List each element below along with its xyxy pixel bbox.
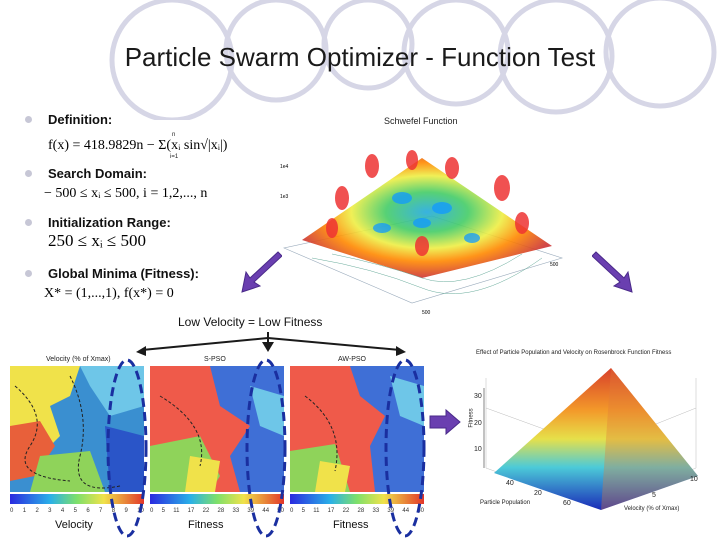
bullet-init-range-label: Initialization Range: bbox=[48, 215, 171, 230]
colorbar-tick-label: 0 bbox=[10, 508, 14, 514]
svg-text:500: 500 bbox=[422, 310, 431, 316]
colorbar-tick-label: 8 bbox=[111, 508, 116, 514]
colorbar-tick-label: 17 bbox=[327, 508, 335, 514]
colorbars bbox=[10, 494, 424, 504]
rosenbrock-x-tick-60: 60 bbox=[563, 500, 571, 507]
colorbar-tick-label: 1 bbox=[22, 508, 27, 514]
colorbar-tick-label: 0 bbox=[150, 508, 154, 514]
awpso-fitness-caption: Fitness bbox=[333, 519, 369, 531]
schwefel-surface-plot: 1e4 1e3 500 500 bbox=[280, 150, 564, 316]
colorbar-tick-label: 11 bbox=[313, 508, 320, 514]
schwefel-title: Schwefel Function bbox=[384, 116, 458, 126]
arrow-left-diagonal bbox=[241, 251, 282, 293]
definition-formula: f(x) = 418.9829n − Σ(xᵢ sin√|xᵢ|) bbox=[48, 138, 228, 153]
colorbar-tick-label: 7 bbox=[99, 508, 103, 514]
rosenbrock-xlabel: Particle Population bbox=[480, 500, 531, 506]
rosenbrock-z-tick-10: 10 bbox=[474, 446, 482, 453]
colorbar-tick-label: 4 bbox=[60, 508, 65, 514]
arrow-right-diagonal bbox=[592, 251, 633, 293]
colorbar-tick-label: 3 bbox=[48, 508, 52, 514]
decorative-circles bbox=[109, 0, 717, 120]
bullet-global-minima-label: Global Minima (Fitness): bbox=[48, 266, 199, 281]
colorbar-tick-label: 5 bbox=[161, 508, 165, 514]
rosenbrock-x-tick-20: 20 bbox=[534, 490, 542, 497]
spso-fitness-caption: Fitness bbox=[188, 519, 224, 531]
rosenbrock-x-tick-40: 40 bbox=[506, 480, 514, 487]
sum-lower-index: i=1 bbox=[170, 154, 179, 160]
colorbar-tick-label: 11 bbox=[173, 508, 180, 514]
colorbar-tick-label: 39 bbox=[387, 508, 395, 514]
slide-title: Particle Swarm Optimizer - Function Test bbox=[124, 42, 596, 72]
global-minima-formula: X* = (1,...,1), f(x*) = 0 bbox=[44, 286, 174, 301]
low-velocity-caption: Low Velocity = Low Fitness bbox=[178, 315, 323, 329]
bullet-definition-label: Definition: bbox=[48, 112, 113, 127]
heatmap-spso-title: S-PSO bbox=[204, 356, 226, 363]
bullet-dot bbox=[25, 116, 32, 123]
colorbar-tick-label: 44 bbox=[262, 508, 270, 514]
colorbar-tick-label: 33 bbox=[232, 508, 240, 514]
colorbar-tick-label: 22 bbox=[342, 508, 350, 514]
colorbar-tick-label: 28 bbox=[357, 508, 365, 514]
rosenbrock-z-tick-30: 30 bbox=[474, 393, 482, 400]
bullet-dot bbox=[25, 170, 32, 177]
colorbar-tick-label: 17 bbox=[187, 508, 195, 514]
arrow-right-to-rosenbrock bbox=[429, 408, 461, 436]
svg-text:500: 500 bbox=[550, 262, 559, 268]
velocity-caption: Velocity bbox=[55, 519, 93, 531]
colorbar-tick-label: 5 bbox=[301, 508, 305, 514]
bullet-search-domain-label: Search Domain: bbox=[48, 166, 147, 181]
sum-upper-index: n bbox=[172, 132, 176, 138]
bullet-dot bbox=[25, 270, 32, 277]
bracket-arrows bbox=[136, 332, 406, 356]
rosenbrock-y-tick-5: 5 bbox=[652, 492, 656, 499]
colorbar-tick-label: 33 bbox=[372, 508, 380, 514]
colorbar-tick-label: 50 bbox=[417, 508, 424, 514]
bullet-dot bbox=[25, 219, 32, 226]
svg-text:1e3: 1e3 bbox=[280, 194, 289, 200]
svg-text:1e4: 1e4 bbox=[280, 164, 289, 170]
rosenbrock-surface-plot bbox=[483, 368, 698, 510]
colorbar-tick-label: 28 bbox=[217, 508, 225, 514]
highlight-ellipses bbox=[106, 358, 426, 538]
rosenbrock-z-tick-20: 20 bbox=[474, 420, 482, 427]
rosenbrock-title: Effect of Particle Population and Veloci… bbox=[476, 350, 672, 356]
search-domain-formula: − 500 ≤ xᵢ ≤ 500, i = 1,2,..., n bbox=[44, 186, 208, 201]
colorbar-tick-label: 0 bbox=[290, 508, 294, 514]
colorbar-tick-label: 5 bbox=[73, 508, 77, 514]
heatmap-velocity bbox=[10, 366, 144, 492]
colorbar-tick-label: 22 bbox=[202, 508, 210, 514]
heatmap-spso bbox=[150, 366, 284, 492]
heatmap-velocity-title: Velocity (% of Xmax) bbox=[46, 356, 111, 363]
heatmap-awpso-title: AW-PSO bbox=[338, 356, 367, 363]
rosenbrock-ylabel: Velocity (% of Xmax) bbox=[624, 506, 680, 512]
rosenbrock-y-tick-10: 10 bbox=[690, 476, 698, 483]
colorbar-tick-label: 6 bbox=[86, 508, 90, 514]
colorbar-tick-label: 9 bbox=[124, 508, 128, 514]
awpso-ticks: 0 5 11 17 22 28 33 39 44 50 bbox=[290, 508, 424, 514]
colorbar-tick-label: 44 bbox=[402, 508, 410, 514]
colorbar-tick-label: 39 bbox=[247, 508, 255, 514]
init-range-formula: 250 ≤ xᵢ ≤ 500 bbox=[48, 231, 146, 250]
colorbar-tick-label: 2 bbox=[35, 508, 39, 514]
